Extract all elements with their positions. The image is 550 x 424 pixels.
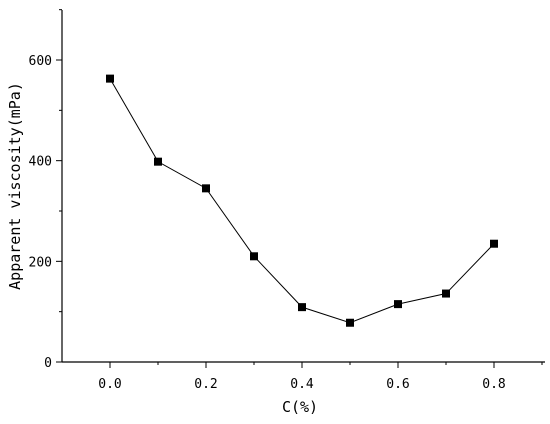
axes [61,10,545,363]
data-point [346,318,354,327]
data-point [106,74,114,83]
data-point [442,289,450,298]
series [106,74,498,327]
ticks: 0.0 0.2 0.4 0.6 0.8 0 200 400 600 [29,9,543,392]
y-tick-label: 600 [29,54,52,69]
y-axis-title: Apparent viscosity(mPa) [6,82,24,290]
data-point [250,252,258,261]
y-tick-label: 0 [44,356,52,371]
series-line [109,78,495,324]
y-tick-label: 400 [29,155,52,170]
x-axis-title: C(%) [282,398,318,416]
data-point [202,184,210,193]
data-point [298,303,306,312]
x-tick-label: 0.6 [386,377,409,392]
x-tick-label: 0.0 [98,377,121,392]
x-tick-label: 0.8 [482,377,505,392]
x-tick-label: 0.4 [290,377,314,392]
x-tick-label: 0.2 [194,377,217,392]
y-tick-label: 200 [29,255,52,270]
data-point [490,239,498,248]
data-point [154,157,162,166]
data-point [394,300,402,309]
